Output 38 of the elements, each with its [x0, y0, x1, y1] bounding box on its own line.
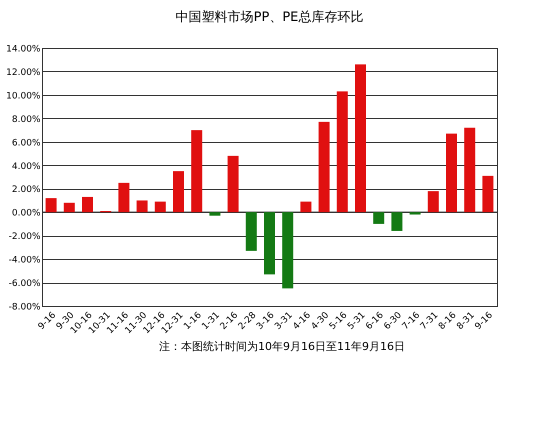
chart-title: 中国塑料市场PP、PE总库存环比	[176, 9, 364, 25]
y-tick-label: 14.00%	[6, 44, 41, 54]
y-tick-label: 10.00%	[6, 91, 41, 102]
bar	[391, 212, 402, 231]
bar	[282, 212, 294, 288]
bar	[264, 212, 275, 274]
bar	[118, 182, 130, 212]
bar	[154, 202, 166, 212]
y-tick-label: -2.00%	[8, 232, 41, 242]
bar	[355, 64, 366, 212]
bar	[300, 202, 312, 212]
text: 注：本图统计时间为10年9月16日至11年9月16日	[159, 340, 405, 353]
bar	[191, 130, 202, 212]
y-tick-label: 4.00%	[12, 162, 41, 172]
bar	[373, 212, 384, 224]
bar	[464, 128, 476, 212]
y-tick-label: 2.00%	[12, 185, 41, 196]
y-tick-label: -4.00%	[8, 256, 41, 266]
bar	[136, 200, 148, 212]
bar	[246, 212, 257, 251]
bar	[64, 202, 75, 212]
bar	[428, 191, 439, 212]
bar	[228, 156, 239, 212]
bar	[46, 198, 57, 212]
bar	[82, 196, 93, 212]
bar	[446, 134, 457, 212]
y-tick-label: -6.00%	[8, 279, 41, 290]
bar	[173, 171, 184, 212]
bar	[318, 122, 330, 212]
y-tick-label: 0.00%	[12, 208, 41, 219]
y-tick-label: 12.00%	[6, 68, 41, 78]
bar	[209, 212, 220, 216]
y-tick-label: -8.00%	[8, 302, 41, 312]
y-tick-label: 6.00%	[12, 138, 41, 148]
bar	[336, 91, 348, 212]
bar	[482, 176, 494, 212]
bar	[410, 212, 421, 215]
y-tick-label: 8.00%	[12, 114, 41, 125]
